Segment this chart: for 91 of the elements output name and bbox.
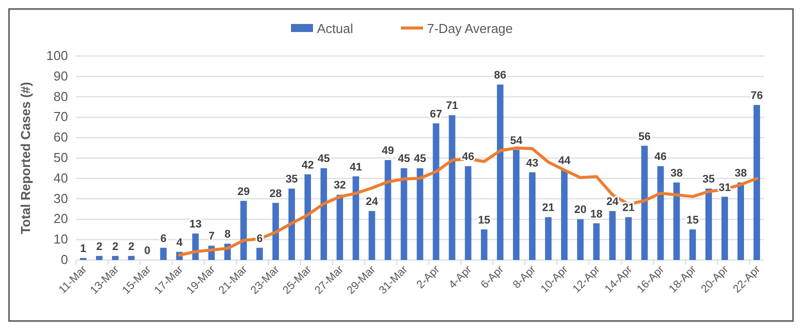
y-tick-label: 40 [54, 170, 68, 186]
data-label: 15 [478, 214, 490, 226]
data-label: 38 [670, 167, 683, 180]
data-label: 49 [382, 145, 394, 158]
bar [625, 217, 632, 260]
bar [256, 248, 263, 260]
data-label: 46 [654, 151, 667, 164]
data-label: 32 [334, 180, 346, 192]
bar [657, 166, 664, 260]
data-label: 29 [237, 186, 250, 198]
data-label: 2 [128, 240, 134, 253]
data-label: 54 [510, 134, 524, 147]
y-tick-label: 0 [60, 252, 68, 267]
data-label: 6 [160, 232, 166, 245]
data-label: 76 [750, 90, 763, 102]
data-label: 24 [606, 196, 620, 208]
y-tick-label: 30 [54, 190, 68, 206]
bar [336, 194, 344, 260]
bar [272, 202, 279, 260]
data-label: 71 [446, 100, 458, 112]
data-label: 1 [80, 242, 86, 255]
data-label: 28 [270, 188, 282, 200]
bar [561, 170, 568, 260]
data-label: 35 [286, 174, 298, 186]
bar [448, 115, 456, 260]
bar [128, 256, 135, 260]
y-tick-label: 60 [54, 130, 68, 145]
bar [400, 168, 408, 260]
bar [464, 166, 472, 260]
data-label: 43 [526, 157, 538, 170]
data-label: 56 [638, 130, 651, 143]
data-label: 15 [686, 214, 699, 226]
bar [352, 176, 360, 260]
data-label: 18 [590, 208, 603, 220]
bar [577, 219, 584, 260]
data-label: 41 [350, 161, 362, 174]
data-label: 21 [542, 202, 554, 214]
data-label: 7 [208, 230, 215, 243]
bar [705, 188, 712, 260]
bar [160, 248, 167, 260]
data-label: 8 [224, 228, 231, 241]
bar [529, 172, 536, 260]
data-label: 13 [189, 218, 202, 230]
data-label: 4 [176, 236, 184, 249]
data-label: 67 [430, 108, 442, 120]
bar [496, 84, 504, 260]
data-label: 86 [494, 70, 506, 82]
legend-label: Actual [317, 21, 354, 36]
data-label: 44 [558, 155, 572, 168]
bar [96, 256, 102, 260]
data-label: 42 [302, 159, 314, 172]
bar [673, 182, 680, 260]
bar [240, 200, 247, 260]
data-label: 45 [398, 153, 410, 166]
data-label: 21 [622, 202, 635, 214]
data-label: 45 [318, 153, 330, 166]
data-label: 0 [144, 245, 150, 257]
data-label: 35 [702, 174, 715, 186]
y-tick-label: 20 [54, 211, 68, 226]
data-label: 38 [734, 167, 747, 180]
bar [545, 217, 552, 260]
y-axis-title: Total Reported Cases (#) [18, 82, 33, 234]
bar [480, 229, 488, 260]
data-label: 45 [414, 153, 426, 166]
y-tick-label: 100 [46, 48, 68, 63]
bar [112, 256, 119, 260]
bar [368, 211, 376, 260]
bar [512, 150, 520, 260]
bar [738, 182, 744, 260]
bar [593, 223, 600, 260]
y-tick-label: 50 [54, 150, 68, 165]
bar [320, 168, 328, 260]
y-tick-label: 90 [54, 68, 68, 84]
y-tick-label: 10 [54, 232, 68, 247]
line-series [178, 146, 758, 257]
bar [384, 160, 392, 260]
legend-label: 7-Day Average [427, 21, 513, 36]
bar [754, 104, 760, 260]
data-label: 2 [96, 240, 102, 253]
bar [304, 174, 311, 260]
bar [288, 188, 295, 260]
bar [641, 146, 648, 260]
bar [689, 229, 696, 260]
bar [432, 123, 440, 260]
data-label: 24 [366, 196, 379, 208]
bar [721, 196, 728, 260]
bar [609, 211, 616, 260]
y-tick-label: 80 [54, 88, 68, 104]
data-label: 20 [574, 204, 586, 216]
data-label: 2 [112, 240, 118, 253]
y-tick-label: 70 [54, 109, 68, 124]
